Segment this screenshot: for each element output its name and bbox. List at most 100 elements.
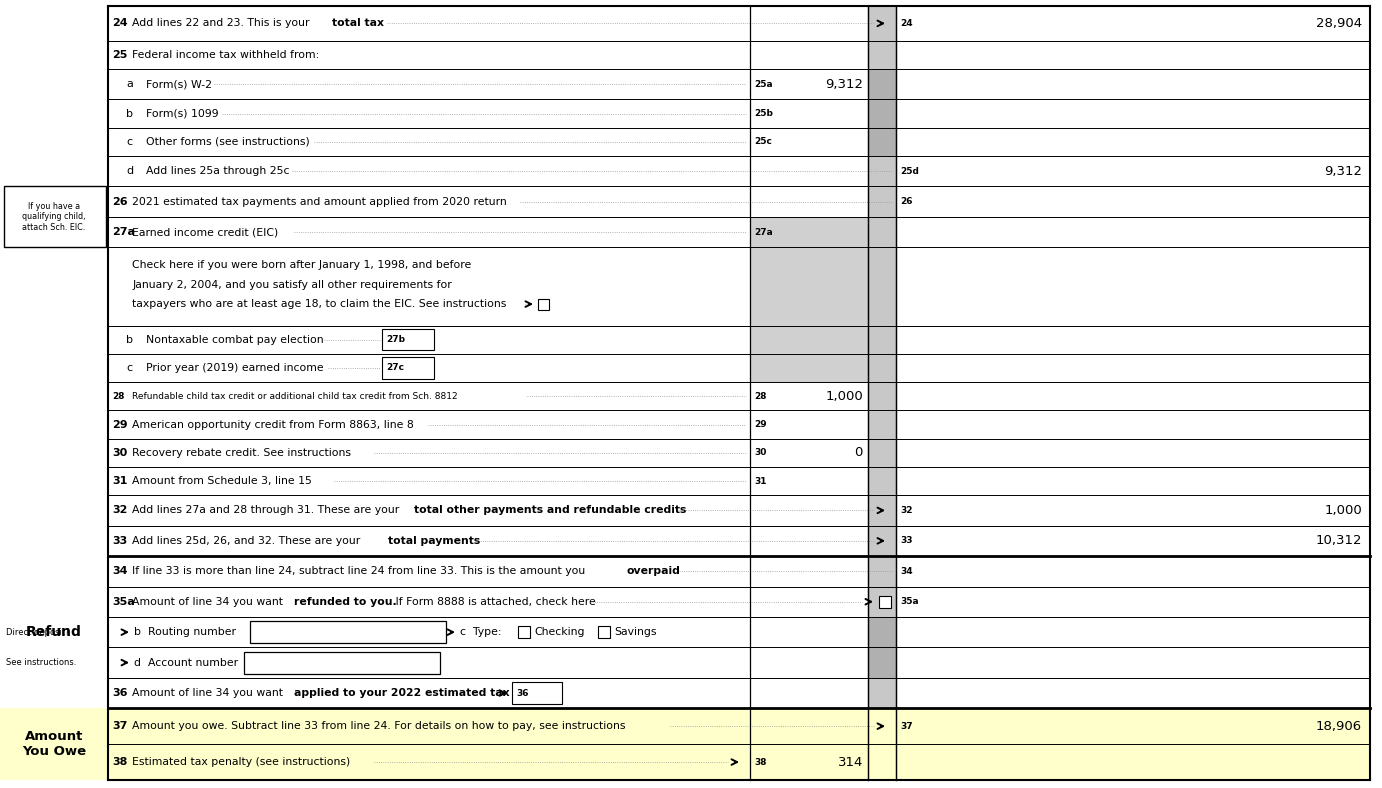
Text: 26: 26 xyxy=(900,197,912,206)
Text: 9,312: 9,312 xyxy=(825,78,862,91)
Text: 33: 33 xyxy=(900,537,912,545)
Text: 38: 38 xyxy=(755,757,767,767)
Bar xyxy=(538,299,549,310)
Bar xyxy=(511,682,562,704)
Text: b: b xyxy=(126,335,133,344)
Text: Add lines 22 and 23. This is your: Add lines 22 and 23. This is your xyxy=(133,18,312,28)
Text: 25d: 25d xyxy=(900,167,919,176)
Text: d  Account number: d Account number xyxy=(134,658,238,667)
Text: taxpayers who are at least age 18, to claim the EIC. See instructions: taxpayers who are at least age 18, to cl… xyxy=(133,299,506,309)
Text: If Form 8888 is attached, check here: If Form 8888 is attached, check here xyxy=(392,597,596,607)
Text: Other forms (see instructions): Other forms (see instructions) xyxy=(146,137,310,147)
Text: b: b xyxy=(126,109,133,119)
Text: 28,904: 28,904 xyxy=(1316,17,1363,30)
Text: Add lines 27a and 28 through 31. These are your: Add lines 27a and 28 through 31. These a… xyxy=(133,505,402,515)
Text: 27c: 27c xyxy=(386,363,404,373)
Text: 2021 estimated tax payments and amount applied from 2020 return: 2021 estimated tax payments and amount a… xyxy=(133,197,507,206)
Text: Prior year (2019) earned income: Prior year (2019) earned income xyxy=(146,363,323,373)
Text: 1,000: 1,000 xyxy=(825,390,862,403)
Text: 34: 34 xyxy=(112,567,127,576)
Text: Refundable child tax credit or additional child tax credit from Sch. 8812: Refundable child tax credit or additiona… xyxy=(133,392,457,401)
Text: total other payments and refundable credits: total other payments and refundable cred… xyxy=(415,505,687,515)
Text: 34: 34 xyxy=(900,567,912,576)
Text: total tax: total tax xyxy=(332,18,384,28)
Text: 24: 24 xyxy=(112,18,127,28)
Text: 27b: 27b xyxy=(386,335,405,344)
Bar xyxy=(250,621,446,643)
Text: Earned income credit (EIC): Earned income credit (EIC) xyxy=(133,227,278,237)
Text: Nontaxable combat pay election: Nontaxable combat pay election xyxy=(146,335,323,344)
Text: 32: 32 xyxy=(900,506,912,515)
Text: 35a: 35a xyxy=(112,597,135,607)
Text: 26: 26 xyxy=(112,197,127,206)
Bar xyxy=(868,617,896,678)
Text: 32: 32 xyxy=(112,505,127,515)
Text: applied to your 2022 estimated tax: applied to your 2022 estimated tax xyxy=(294,688,510,698)
Text: Federal income tax withheld from:: Federal income tax withheld from: xyxy=(133,50,319,60)
Text: See instructions.: See instructions. xyxy=(6,658,76,667)
Text: January 2, 2004, and you satisfy all other requirements for: January 2, 2004, and you satisfy all oth… xyxy=(133,280,452,289)
Text: 36: 36 xyxy=(112,688,127,698)
Text: 9,312: 9,312 xyxy=(1324,165,1363,178)
Text: 314: 314 xyxy=(837,756,862,768)
Bar xyxy=(750,217,868,382)
Text: 27a: 27a xyxy=(755,228,773,236)
Bar xyxy=(879,596,891,608)
Bar xyxy=(868,6,896,780)
Text: 28: 28 xyxy=(755,392,767,401)
Text: 25: 25 xyxy=(112,50,127,60)
Text: 31: 31 xyxy=(112,476,127,486)
Text: 37: 37 xyxy=(900,722,912,730)
Text: 18,906: 18,906 xyxy=(1316,719,1363,733)
Text: a: a xyxy=(126,80,133,89)
Text: 30: 30 xyxy=(112,448,127,458)
Text: refunded to you.: refunded to you. xyxy=(294,597,397,607)
Text: Amount from Schedule 3, line 15: Amount from Schedule 3, line 15 xyxy=(133,476,312,486)
Bar xyxy=(0,708,108,780)
Text: c: c xyxy=(126,363,133,373)
Text: b  Routing number: b Routing number xyxy=(134,627,236,637)
Bar xyxy=(381,358,434,378)
Text: 25c: 25c xyxy=(755,137,773,147)
Text: 33: 33 xyxy=(112,536,127,546)
Text: Add lines 25a through 25c: Add lines 25a through 25c xyxy=(146,166,289,177)
Text: Amount
You Owe: Amount You Owe xyxy=(22,730,86,758)
Bar xyxy=(4,187,106,247)
Text: Amount of line 34 you want: Amount of line 34 you want xyxy=(133,688,286,698)
Text: 0: 0 xyxy=(854,446,862,459)
Text: 25a: 25a xyxy=(755,80,773,89)
Text: Savings: Savings xyxy=(614,627,656,637)
Text: 35a: 35a xyxy=(900,597,919,606)
Text: Form(s) W-2: Form(s) W-2 xyxy=(146,80,211,89)
Text: 25b: 25b xyxy=(755,109,773,118)
Text: Direct deposit?: Direct deposit? xyxy=(6,628,69,637)
Text: Recovery rebate credit. See instructions: Recovery rebate credit. See instructions xyxy=(133,448,351,458)
Text: 36: 36 xyxy=(515,689,528,697)
Text: 29: 29 xyxy=(112,419,127,429)
Text: 29: 29 xyxy=(755,420,767,429)
Bar xyxy=(518,626,531,638)
Text: 1,000: 1,000 xyxy=(1324,504,1363,517)
Text: If line 33 is more than line 24, subtract line 24 from line 33. This is the amou: If line 33 is more than line 24, subtrac… xyxy=(133,567,589,576)
Text: 31: 31 xyxy=(755,477,767,485)
Text: 10,312: 10,312 xyxy=(1316,534,1363,548)
Text: Estimated tax penalty (see instructions): Estimated tax penalty (see instructions) xyxy=(133,757,350,767)
Text: d: d xyxy=(126,166,133,177)
Text: 27a: 27a xyxy=(112,227,135,237)
Text: 24: 24 xyxy=(900,19,912,28)
Text: Amount of line 34 you want: Amount of line 34 you want xyxy=(133,597,286,607)
Text: Amount you owe. Subtract line 33 from line 24. For details on how to pay, see in: Amount you owe. Subtract line 33 from li… xyxy=(133,721,626,731)
Text: 28: 28 xyxy=(112,392,124,401)
Text: Checking: Checking xyxy=(533,627,585,637)
Text: c  Type:: c Type: xyxy=(460,627,502,637)
Text: Check here if you were born after January 1, 1998, and before: Check here if you were born after Januar… xyxy=(133,260,471,270)
Text: 30: 30 xyxy=(755,448,767,457)
Text: c: c xyxy=(126,137,133,147)
Bar xyxy=(598,626,609,638)
Bar xyxy=(245,652,439,674)
Text: 37: 37 xyxy=(112,721,127,731)
Text: Add lines 25d, 26, and 32. These are your: Add lines 25d, 26, and 32. These are you… xyxy=(133,536,363,546)
Text: If you have a
qualifying child,
attach Sch. EIC.: If you have a qualifying child, attach S… xyxy=(22,202,86,232)
Text: overpaid: overpaid xyxy=(627,567,681,576)
Bar xyxy=(381,329,434,351)
